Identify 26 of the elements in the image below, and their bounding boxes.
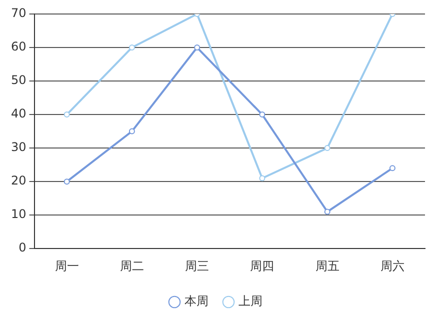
point xyxy=(128,44,135,51)
x-tick-label: 周四 xyxy=(250,258,274,273)
x-tick-label: 周二 xyxy=(120,258,144,273)
x-tick-label: 周三 xyxy=(185,258,210,273)
y-tick-label: 50 xyxy=(10,73,26,88)
point xyxy=(128,128,135,134)
point xyxy=(324,208,330,215)
point xyxy=(194,44,200,51)
point xyxy=(324,145,330,152)
y-tick-label: 10 xyxy=(10,207,26,222)
legend-label: 本周 xyxy=(184,294,208,308)
y-tick-label: 70 xyxy=(10,6,26,20)
y-tick-label: 30 xyxy=(10,140,26,154)
x-tick-label: 周一 xyxy=(54,258,79,273)
point xyxy=(259,175,266,182)
y-tick-label: 40 xyxy=(10,106,26,121)
x-tick-label: 周六 xyxy=(380,258,404,273)
y-tick-label: 0 xyxy=(18,240,26,255)
legend-label: 上周 xyxy=(238,294,262,308)
y-tick-label: 60 xyxy=(10,40,26,54)
point xyxy=(64,178,70,185)
point xyxy=(259,112,266,118)
point xyxy=(64,112,70,118)
y-tick-label: 20 xyxy=(10,174,26,188)
x-tick-label: 周五 xyxy=(315,258,340,273)
point xyxy=(389,165,396,172)
